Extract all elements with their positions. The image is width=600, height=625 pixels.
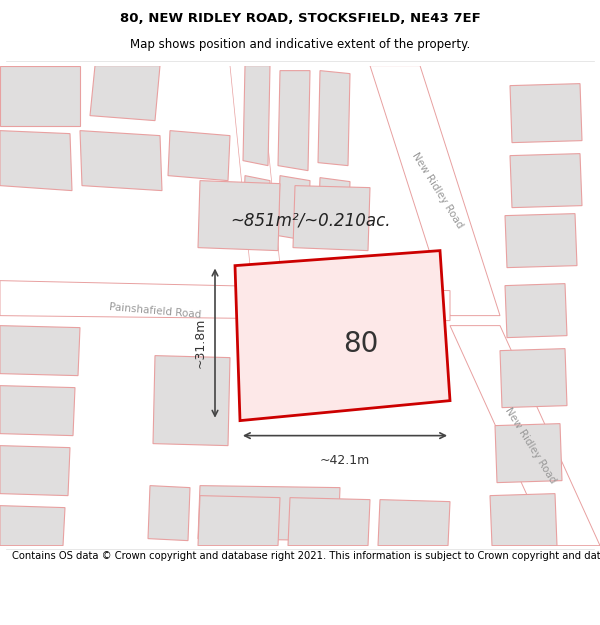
Polygon shape <box>293 186 370 251</box>
Polygon shape <box>198 496 280 546</box>
Polygon shape <box>278 176 310 241</box>
Text: Contains OS data © Crown copyright and database right 2021. This information is : Contains OS data © Crown copyright and d… <box>12 551 600 561</box>
Polygon shape <box>0 446 70 496</box>
Polygon shape <box>378 499 450 546</box>
Polygon shape <box>510 84 582 142</box>
Polygon shape <box>0 386 75 436</box>
Polygon shape <box>0 506 65 546</box>
Polygon shape <box>490 494 557 546</box>
Polygon shape <box>0 281 450 321</box>
Polygon shape <box>235 251 450 421</box>
Polygon shape <box>243 176 270 241</box>
Polygon shape <box>243 66 270 166</box>
Polygon shape <box>370 66 500 316</box>
Polygon shape <box>495 424 562 483</box>
Polygon shape <box>288 498 370 546</box>
Polygon shape <box>0 326 80 376</box>
Polygon shape <box>230 66 280 266</box>
Polygon shape <box>500 349 567 408</box>
Polygon shape <box>0 131 72 191</box>
Polygon shape <box>505 214 577 268</box>
Polygon shape <box>80 131 162 191</box>
Text: Painshafield Road: Painshafield Road <box>109 302 202 319</box>
Polygon shape <box>153 356 230 446</box>
Polygon shape <box>198 486 340 541</box>
Polygon shape <box>510 154 582 208</box>
Polygon shape <box>278 71 310 171</box>
Polygon shape <box>198 181 280 251</box>
Polygon shape <box>450 326 600 546</box>
Polygon shape <box>168 131 230 181</box>
Polygon shape <box>0 66 80 126</box>
Text: ~851m²/~0.210ac.: ~851m²/~0.210ac. <box>230 212 390 229</box>
Polygon shape <box>148 486 190 541</box>
Text: Map shows position and indicative extent of the property.: Map shows position and indicative extent… <box>130 38 470 51</box>
Text: ~31.8m: ~31.8m <box>194 318 207 368</box>
Text: ~42.1m: ~42.1m <box>320 454 370 467</box>
Polygon shape <box>505 284 567 338</box>
Polygon shape <box>318 177 350 241</box>
Text: 80, NEW RIDLEY ROAD, STOCKSFIELD, NE43 7EF: 80, NEW RIDLEY ROAD, STOCKSFIELD, NE43 7… <box>119 12 481 25</box>
Text: New Ridley Road: New Ridley Road <box>410 151 464 231</box>
Text: New Ridley Road: New Ridley Road <box>503 406 557 486</box>
Polygon shape <box>318 71 350 166</box>
Polygon shape <box>90 66 160 121</box>
Text: 80: 80 <box>344 331 379 358</box>
